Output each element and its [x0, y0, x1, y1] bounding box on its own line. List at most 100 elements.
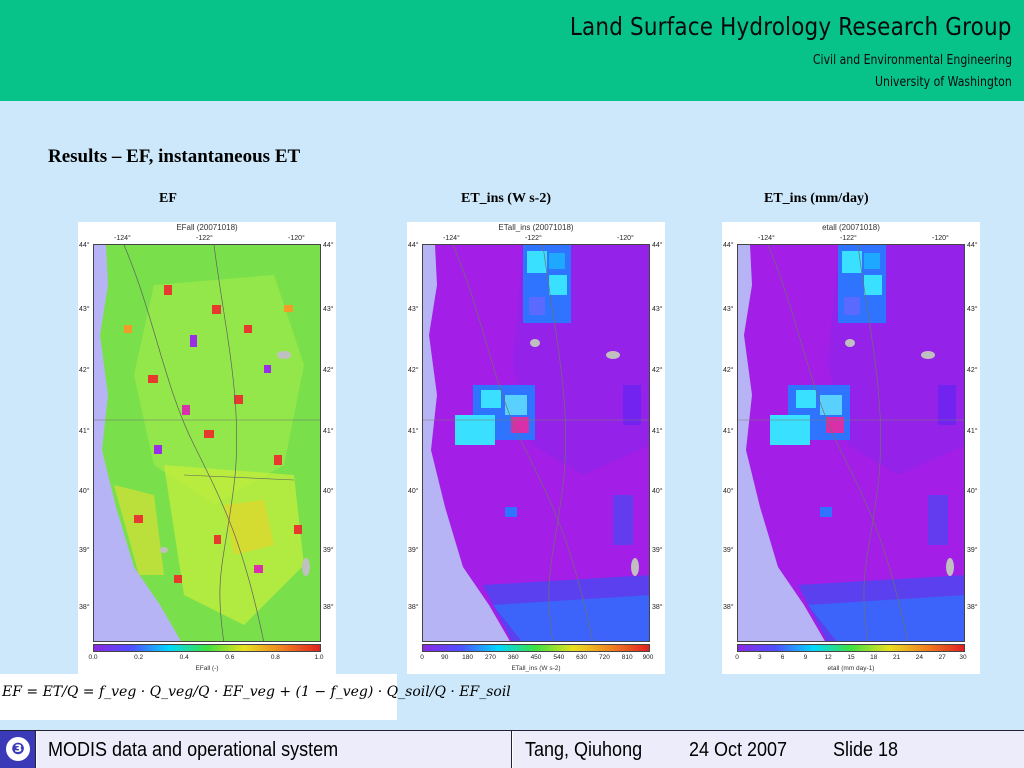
- colorbar-label: etall (mm day-1): [827, 665, 875, 672]
- ef-map-image: [93, 244, 321, 642]
- colorbar-tick: 0: [420, 654, 424, 661]
- colorbar-label: ETall_ins (W s-2): [511, 665, 561, 672]
- lat-label: 43°: [79, 306, 90, 313]
- lat-label: 41°: [79, 428, 90, 435]
- map-label-et-ins: ET_ins (W s-2): [461, 191, 551, 206]
- map-panel-et-mmday: etall (20071018) -124° -122° -120° 44° 4…: [722, 222, 980, 674]
- lat-label: 44°: [79, 242, 90, 249]
- header-banner: Land Surface Hydrology Research Group Ci…: [0, 0, 1024, 101]
- lon-label: -122°: [840, 235, 857, 242]
- lat-label: 44°: [408, 242, 419, 249]
- colorbar-tick: 0.8: [270, 654, 280, 661]
- footer-slide-number: Slide 18: [833, 739, 899, 761]
- lat-label: 43°: [723, 306, 734, 313]
- map-label-et-mmday: ET_ins (mm/day): [764, 191, 869, 206]
- footer-author: Tang, Qiuhong: [525, 739, 643, 761]
- lat-label: 39°: [967, 547, 978, 554]
- lat-label: 38°: [652, 604, 663, 611]
- colorbar-tick: 900: [642, 654, 654, 661]
- lat-label: 43°: [652, 306, 663, 313]
- lat-label: 40°: [79, 488, 90, 495]
- colorbar-tick: 15: [847, 654, 855, 661]
- lat-label: 41°: [967, 428, 978, 435]
- slide-heading: Results – EF, instantaneous ET: [48, 146, 301, 167]
- colorbar-tick: 1.0: [314, 654, 324, 661]
- lat-label: 44°: [723, 242, 734, 249]
- colorbar-tick: 810: [621, 654, 633, 661]
- lat-label: 42°: [723, 367, 734, 374]
- lat-label: 42°: [652, 367, 663, 374]
- panel-title: ETall_ins (20071018): [498, 223, 574, 232]
- lat-label: 43°: [323, 306, 334, 313]
- lon-label: -120°: [288, 235, 305, 242]
- colorbar-tick: 27: [938, 654, 946, 661]
- footer-info-panel: Tang, Qiuhong 24 Oct 2007 Slide 18: [513, 731, 1024, 768]
- lat-label: 44°: [323, 242, 334, 249]
- et-mmday-map-image: [737, 244, 965, 642]
- lat-label: 42°: [79, 367, 90, 374]
- lat-label: 38°: [408, 604, 419, 611]
- colorbar-tick: 360: [507, 654, 519, 661]
- lat-label: 39°: [408, 547, 419, 554]
- footer-date: 24 Oct 2007: [689, 739, 788, 761]
- lat-label: 40°: [967, 488, 978, 495]
- lat-label: 40°: [408, 488, 419, 495]
- colorbar: [422, 644, 650, 652]
- colorbar-tick: 180: [462, 654, 474, 661]
- lon-label: -122°: [196, 235, 213, 242]
- lat-label: 41°: [652, 428, 663, 435]
- colorbar-tick: 0: [735, 654, 739, 661]
- lat-label: 42°: [408, 367, 419, 374]
- lon-label: -120°: [932, 235, 949, 242]
- lat-label: 38°: [967, 604, 978, 611]
- lon-label: -120°: [617, 235, 634, 242]
- colorbar-tick: 0.2: [134, 654, 144, 661]
- lat-label: 38°: [323, 604, 334, 611]
- lat-label: 40°: [652, 488, 663, 495]
- lat-label: 42°: [967, 367, 978, 374]
- colorbar-tick: 6: [780, 654, 785, 661]
- colorbar-tick: 18: [870, 654, 878, 661]
- footer-number-icon: ❸: [6, 737, 30, 761]
- lat-label: 38°: [723, 604, 734, 611]
- colorbar-tick: 0.0: [88, 654, 98, 661]
- colorbar-tick: 0.4: [179, 654, 189, 661]
- formula-box: EF = ET/Q = f_veg · Q_veg/Q · EF_veg + (…: [0, 674, 511, 720]
- map-panel-ef: EFall (20071018) -124° -122° -120° 44° 4…: [78, 222, 336, 674]
- group-title: Land Surface Hydrology Research Group: [570, 12, 1012, 41]
- colorbar-tick: 21: [892, 654, 901, 661]
- university-name: University of Washington: [875, 75, 1012, 90]
- lat-label: 39°: [323, 547, 334, 554]
- colorbar-tick: 0.6: [225, 654, 235, 661]
- lat-label: 41°: [408, 428, 419, 435]
- colorbar-tick: 9: [803, 654, 808, 661]
- colorbar-tick: 12: [824, 654, 832, 661]
- lat-label: 38°: [79, 604, 90, 611]
- ef-formula: EF = ET/Q = f_veg · Q_veg/Q · EF_veg + (…: [2, 684, 511, 700]
- colorbar-tick: 90: [441, 654, 449, 661]
- lat-label: 39°: [652, 547, 663, 554]
- colorbar-tick: 630: [576, 654, 588, 661]
- department-name: Civil and Environmental Engineering: [812, 53, 1012, 68]
- lat-label: 43°: [967, 306, 978, 313]
- map-panel-et-ins: ETall_ins (20071018) -124° -122° -120° 4…: [407, 222, 665, 674]
- panel-title: EFall (20071018): [176, 223, 238, 232]
- colorbar-tick: 24: [915, 654, 924, 661]
- footer-bullet: ❸: [0, 731, 36, 768]
- colorbar-tick: 3: [757, 654, 762, 661]
- lat-label: 40°: [723, 488, 734, 495]
- colorbar: [93, 644, 321, 652]
- lon-label: -124°: [114, 235, 131, 242]
- lat-label: 41°: [323, 428, 334, 435]
- footer-title-panel: MODIS data and operational system: [37, 731, 512, 768]
- et-ins-map-image: [422, 244, 650, 642]
- map-label-ef: EF: [159, 191, 177, 206]
- lat-label: 43°: [408, 306, 419, 313]
- lon-label: -124°: [443, 235, 460, 242]
- lon-label: -122°: [525, 235, 542, 242]
- colorbar-tick: 30: [959, 654, 967, 661]
- lat-label: 42°: [323, 367, 334, 374]
- panel-title: etall (20071018): [822, 223, 880, 232]
- colorbar-tick: 540: [553, 654, 565, 661]
- footer-bar: ❸ MODIS data and operational system Tang…: [0, 730, 1024, 768]
